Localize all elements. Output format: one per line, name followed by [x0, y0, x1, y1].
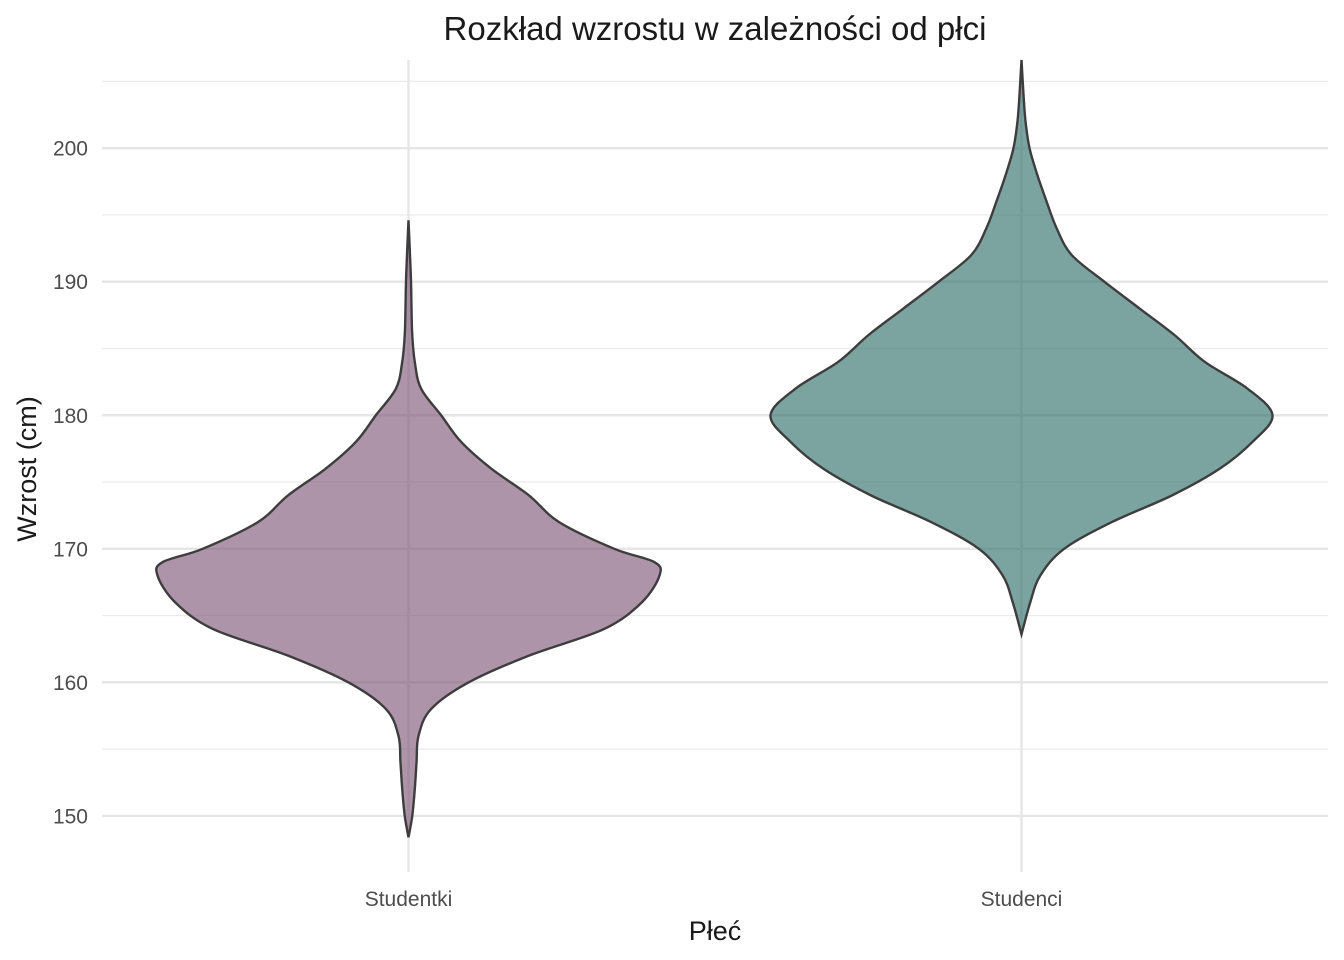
x-axis-title: Płeć	[689, 916, 742, 946]
y-tick-labels: 150 160 170 180 190 200	[53, 138, 88, 829]
y-tick-label: 150	[53, 805, 88, 828]
y-tick-label: 190	[53, 271, 88, 294]
chart-title: Rozkład wzrostu w zależności od płci	[444, 10, 987, 47]
y-tick-label: 160	[53, 672, 88, 695]
violin-studenci	[769, 59, 1274, 639]
violin-studentki	[154, 220, 663, 838]
y-tick-label: 180	[53, 405, 88, 428]
x-tick-label: Studenci	[981, 888, 1063, 911]
x-tick-label: Studentki	[365, 888, 453, 911]
violins	[154, 59, 1274, 838]
x-tick-labels: Studentki Studenci	[365, 888, 1063, 911]
y-axis-title: Wzrost (cm)	[12, 396, 42, 541]
y-tick-label: 170	[53, 538, 88, 561]
y-tick-label: 200	[53, 138, 88, 161]
